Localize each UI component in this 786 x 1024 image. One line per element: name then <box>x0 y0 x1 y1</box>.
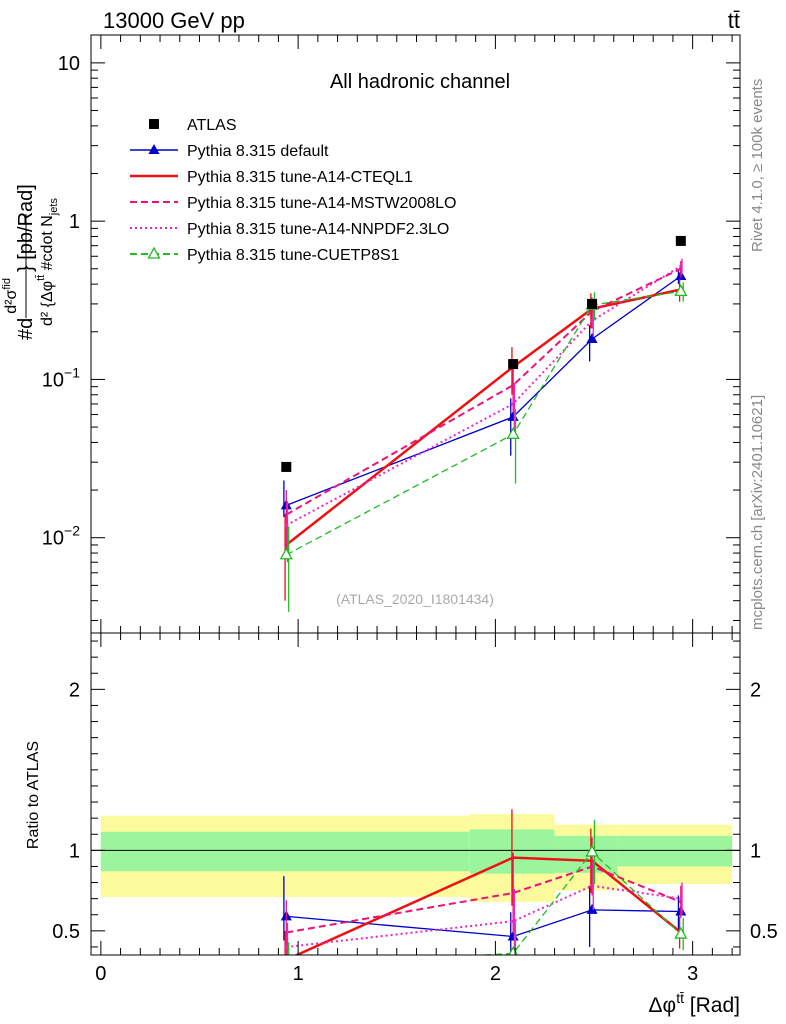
x-axis-label: Δφtt̄ [Rad] <box>649 990 740 1017</box>
xtick-label: 1 <box>293 963 304 985</box>
ratio-band-inner-0 <box>100 831 470 872</box>
main-ytick-label: 1 <box>69 211 80 233</box>
main-ylabel-top: #dd²σfid} [pb/Rad] <box>1 184 37 340</box>
legend-label-4: Pythia 8.315 tune-CUETP8S1 <box>187 247 400 264</box>
ratio-ytick-label-left: 1 <box>69 840 80 862</box>
ratio-series-line-1 <box>293 856 682 955</box>
ratio-series-line-4 <box>473 851 682 955</box>
main-marker-4-3 <box>674 284 688 297</box>
ratio-frame <box>90 632 741 956</box>
ratio-plot-area <box>91 809 740 970</box>
ratio-marker-1-0 <box>285 958 288 961</box>
ratio-ylabel: Ratio to ATLAS <box>25 741 42 849</box>
xtick-label: 0 <box>95 963 106 985</box>
main-marker-4-1 <box>506 426 520 439</box>
main-marker-4-0 <box>279 547 293 560</box>
xtick-label: 2 <box>490 963 501 985</box>
legend-label-1: Pythia 8.315 tune-A14-CTEQL1 <box>187 169 413 186</box>
ratio-marker-4-2 <box>585 844 599 857</box>
main-marker-3-2 <box>590 319 594 323</box>
header-energy-label: 13000 GeV pp <box>103 8 245 33</box>
main-ytick-label: 10 <box>58 53 80 75</box>
header-process-label: tt̄ <box>728 8 740 33</box>
ratio-marker-0-2 <box>586 903 598 914</box>
legend-label-reference: ATLAS <box>187 117 237 134</box>
chart-title: All hadronic channel <box>330 71 510 93</box>
main-marker-3-3 <box>679 264 683 268</box>
main-plot-area <box>279 235 688 612</box>
legend-marker-4 <box>147 246 161 259</box>
main-ylabel: #dd²σfid} [pb/Rad]d² {Δφtt̄ #cdot Njets <box>1 184 60 340</box>
legend-marker-0 <box>148 144 160 154</box>
ratio-ytick-label-left: 2 <box>69 679 80 701</box>
ratio-ytick-label-right: 2 <box>750 679 761 701</box>
ratio-series-line-0 <box>286 909 681 938</box>
main-ytick-label: 10−2 <box>42 523 80 550</box>
ratio-marker-3-1 <box>511 919 515 923</box>
ratio-marker-4-3 <box>674 926 688 939</box>
main-marker-0-2 <box>586 333 598 344</box>
main-series-line-2 <box>285 267 682 516</box>
main-panel: All hadronic channel (ATLAS_2020_I1801434… <box>1 34 741 634</box>
main-series-line-3 <box>285 265 682 527</box>
main-marker-3-0 <box>284 523 288 527</box>
main-marker-3-1 <box>511 402 515 406</box>
legend-label-2: Pythia 8.315 tune-A14-MSTW2008LO <box>187 195 456 212</box>
reference-point-0 <box>281 461 292 472</box>
ratio-ytick-label-right: 0.5 <box>750 921 778 943</box>
reference-point-3 <box>675 235 686 246</box>
main-ytick-label: 10−1 <box>42 364 80 391</box>
legend-label-3: Pythia 8.315 tune-A14-NNPDF2.3LO <box>187 221 449 238</box>
ratio-marker-3-3 <box>679 897 683 901</box>
xtick-label: 3 <box>687 963 698 985</box>
main-series-line-0 <box>286 275 682 507</box>
ratio-ytick-label-left: 0.5 <box>52 921 80 943</box>
ratio-marker-3-2 <box>590 884 594 888</box>
analysis-id-label: (ATLAS_2020_I1801434) <box>336 591 494 607</box>
main-series-line-1 <box>285 288 682 546</box>
ratio-panel: 0.5 0.5 1 1 2 2 0 1 2 3 Ratio to ATLAS Δφtt̄ [Rad] <box>25 632 778 1017</box>
legend-label-0: Pythia 8.315 default <box>187 143 329 160</box>
rivet-version-label: Rivet 4.1.0, ≥ 100k events <box>749 79 766 252</box>
reference-point-2 <box>587 298 598 309</box>
ratio-marker-4-0 <box>281 960 292 970</box>
ratio-band-inner-3 <box>617 835 733 867</box>
ratio-ytick-label-right: 1 <box>750 840 761 862</box>
legend-marker-reference <box>149 119 159 129</box>
ratio-marker-3-0 <box>284 945 288 949</box>
main-ylabel-bottom: d² {Δφtt̄ #cdot Njets <box>35 198 60 326</box>
mcplots-label: mcplots.cern.ch [arXiv:2401.10621] <box>749 395 766 630</box>
ratio-series-line-2 <box>286 865 682 934</box>
main-series-line-4 <box>285 290 681 556</box>
reference-point-1 <box>508 359 519 370</box>
